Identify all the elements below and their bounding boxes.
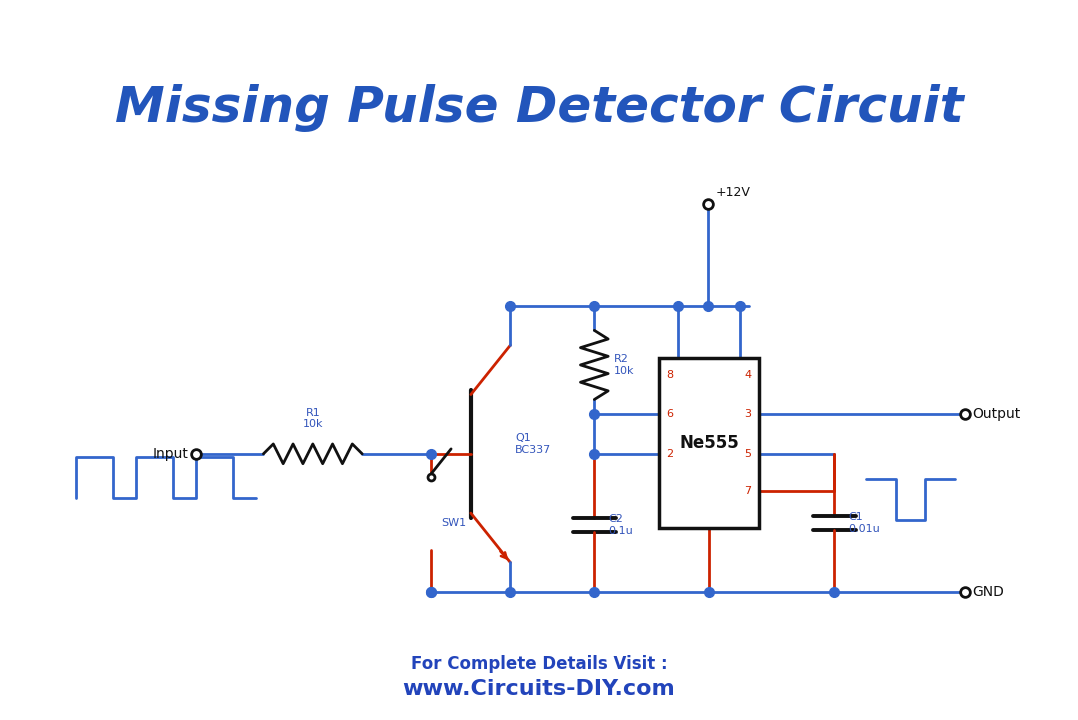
Text: SW1: SW1 [441,518,467,528]
Bar [659,358,759,528]
Text: +12V: +12V [716,186,750,199]
Text: 2: 2 [666,449,674,459]
Text: 8: 8 [666,370,674,380]
Text: www.Circuits-DIY.com: www.Circuits-DIY.com [402,679,676,699]
Text: C1
0.01u: C1 0.01u [848,512,880,534]
Text: R1
10k: R1 10k [303,408,323,429]
Text: 3: 3 [745,410,751,419]
Text: R2
10k: R2 10k [614,354,635,376]
Text: 7: 7 [744,487,751,496]
Text: Q1
BC337: Q1 BC337 [515,433,552,455]
Text: For Complete Details Visit :: For Complete Details Visit : [411,655,667,673]
Text: 6: 6 [666,410,674,419]
Text: Missing Pulse Detector Circuit: Missing Pulse Detector Circuit [114,84,964,132]
Text: C2
0.1u: C2 0.1u [608,514,633,536]
Text: Output: Output [972,408,1021,421]
Text: Input: Input [152,447,189,461]
Text: 4: 4 [744,370,751,380]
Text: GND: GND [972,585,1005,599]
Text: 5: 5 [745,449,751,459]
Text: Ne555: Ne555 [679,434,738,452]
